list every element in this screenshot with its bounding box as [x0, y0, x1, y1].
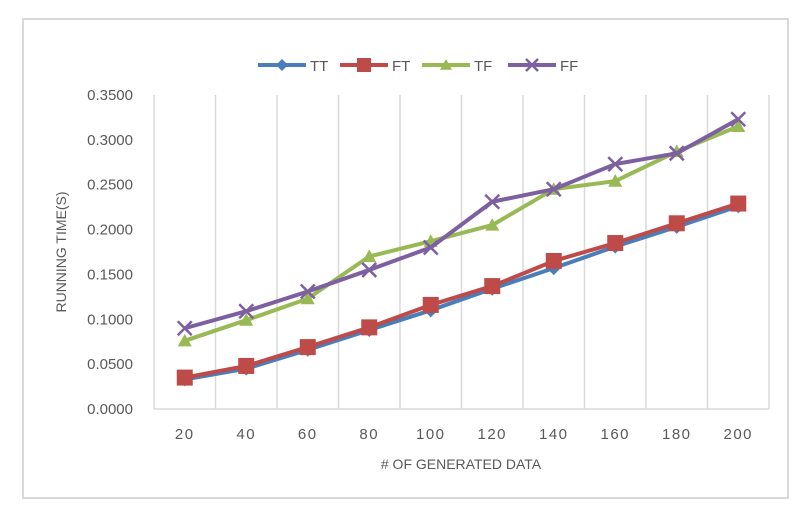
legend-item-tt: TT [258, 58, 328, 75]
triangle-marker [362, 249, 377, 263]
legend: TT FT TF FF [258, 58, 578, 75]
square-marker [607, 235, 624, 252]
triangle-marker [608, 174, 623, 187]
y-axis-title: RUNNING TIME(S) [53, 191, 69, 312]
x-tick-label: 60 [298, 426, 318, 443]
x-tick-label: 100 [416, 426, 446, 443]
square-marker [668, 215, 685, 232]
square-marker [357, 58, 371, 72]
legend-label: FT [392, 58, 410, 75]
x-tick-label: 140 [539, 426, 569, 443]
y-tick-label: 0.3500 [87, 87, 133, 104]
square-marker [238, 357, 255, 374]
triangle-marker [731, 119, 746, 132]
legend-item-ff: FF [508, 58, 578, 75]
x-tick-label: 120 [477, 426, 507, 443]
x-marker [484, 193, 501, 210]
series-ft [176, 195, 747, 386]
y-tick-label: 0.1000 [87, 311, 133, 328]
series-line [184, 124, 740, 343]
triangle-marker [177, 333, 192, 347]
x-marker [238, 303, 255, 320]
diamond-marker [276, 59, 288, 71]
x-marker [607, 156, 624, 172]
series-line [184, 204, 739, 382]
triangle-marker [239, 313, 254, 326]
square-marker [361, 319, 378, 336]
legend-label: TT [310, 58, 328, 75]
x-marker [361, 262, 378, 278]
x-marker [668, 145, 685, 162]
gridlines [153, 95, 770, 410]
square-marker [484, 278, 501, 295]
data-series [176, 111, 747, 387]
triangle-marker [300, 291, 315, 305]
y-tick-label: 0.0500 [87, 356, 133, 373]
x-marker [730, 111, 747, 128]
x-axis-title: # OF GENERATED DATA [381, 456, 542, 472]
legend-label: TF [474, 58, 492, 75]
legend-label: FF [560, 58, 578, 75]
x-marker [422, 239, 439, 256]
y-tick-label: 0.2500 [87, 177, 133, 194]
square-marker [545, 252, 562, 269]
x-marker [525, 58, 539, 72]
x-marker [299, 283, 316, 300]
y-tick-label: 0.2000 [87, 222, 133, 239]
x-marker [545, 181, 562, 198]
triangle-marker [485, 218, 500, 231]
x-marker [176, 320, 193, 337]
square-marker [422, 296, 439, 313]
x-tick-label: 180 [662, 426, 692, 443]
y-tick-label: 0.0000 [87, 401, 133, 418]
y-axis-ticks: 0.0000 0.0500 0.1000 0.1500 0.2000 0.2500 0.30… [87, 87, 133, 418]
legend-item-tf: TF [422, 58, 492, 75]
x-tick-label: 40 [236, 426, 256, 443]
series-line [184, 117, 740, 331]
y-tick-label: 0.1500 [87, 266, 133, 283]
y-tick-label: 0.3000 [87, 132, 133, 149]
series-line [184, 201, 739, 380]
triangle-marker [440, 59, 452, 70]
legend-item-ft: FT [340, 58, 410, 75]
x-tick-label: 80 [359, 426, 379, 443]
square-marker [176, 369, 193, 386]
x-axis-ticks: 20 40 60 80 100 120 140 160 180 200 [175, 426, 753, 443]
square-marker [730, 195, 747, 212]
x-tick-label: 200 [723, 426, 753, 443]
series-ff [176, 111, 747, 337]
x-tick-label: 20 [175, 426, 195, 443]
square-marker [299, 339, 316, 356]
x-tick-label: 160 [600, 426, 630, 443]
